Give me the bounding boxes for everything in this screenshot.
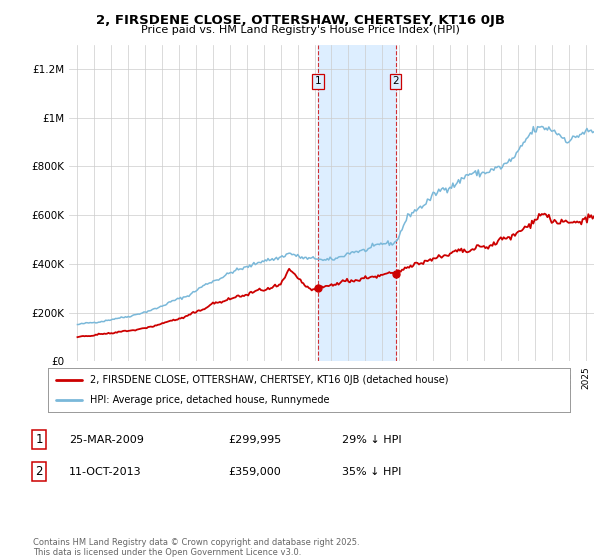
Text: 11-OCT-2013: 11-OCT-2013 (69, 466, 142, 477)
Bar (318, 45, 395, 361)
Text: 1: 1 (315, 76, 322, 86)
Text: 2: 2 (35, 465, 43, 478)
Text: 2, FIRSDENE CLOSE, OTTERSHAW, CHERTSEY, KT16 0JB: 2, FIRSDENE CLOSE, OTTERSHAW, CHERTSEY, … (95, 14, 505, 27)
Text: £359,000: £359,000 (228, 466, 281, 477)
Text: 29% ↓ HPI: 29% ↓ HPI (342, 435, 401, 445)
Text: 35% ↓ HPI: 35% ↓ HPI (342, 466, 401, 477)
Text: HPI: Average price, detached house, Runnymede: HPI: Average price, detached house, Runn… (90, 395, 329, 405)
Text: Price paid vs. HM Land Registry's House Price Index (HPI): Price paid vs. HM Land Registry's House … (140, 25, 460, 35)
Text: Contains HM Land Registry data © Crown copyright and database right 2025.
This d: Contains HM Land Registry data © Crown c… (33, 538, 359, 557)
Text: 1: 1 (35, 433, 43, 446)
Text: 2, FIRSDENE CLOSE, OTTERSHAW, CHERTSEY, KT16 0JB (detached house): 2, FIRSDENE CLOSE, OTTERSHAW, CHERTSEY, … (90, 375, 448, 385)
Text: 25-MAR-2009: 25-MAR-2009 (69, 435, 144, 445)
Text: £299,995: £299,995 (228, 435, 281, 445)
Text: 2: 2 (392, 76, 399, 86)
